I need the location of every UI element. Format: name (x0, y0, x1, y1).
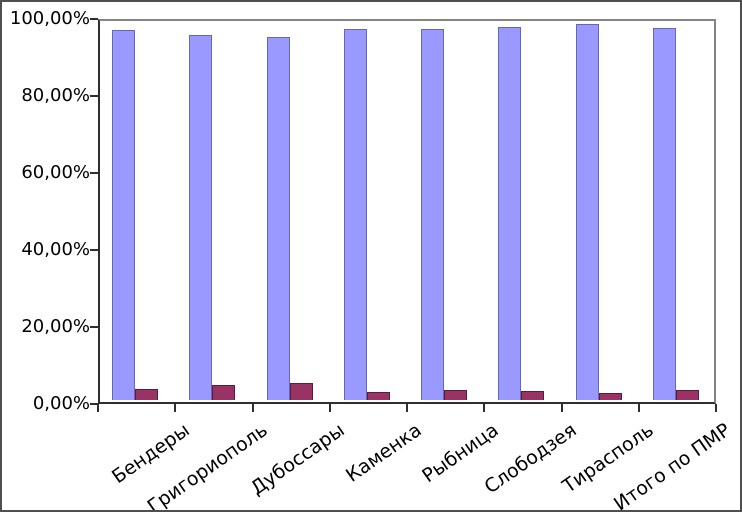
bar-series_2-7 (598, 393, 622, 400)
bar-series_1-7 (575, 24, 599, 400)
y-axis-tick-label: 100,00% (9, 8, 90, 29)
y-axis-tick-label: 40,00% (21, 239, 90, 260)
bar-group-4 (330, 15, 407, 400)
x-axis-tick-mark (483, 404, 486, 412)
x-axis-tick-mark (715, 404, 717, 412)
y-axis-tick-label: 0,00% (32, 393, 90, 414)
x-axis-tick-mark (560, 404, 563, 412)
x-axis-tick-mark (174, 404, 177, 412)
x-axis-tick-mark (406, 404, 408, 412)
y-axis-tick-mark (90, 249, 98, 251)
bar-series_2-8 (675, 389, 699, 400)
bar-series_1-5 (421, 29, 444, 400)
x-axis-tick-mark (328, 404, 331, 412)
y-axis-tick-mark (90, 95, 98, 97)
bar-series_2-2 (212, 385, 236, 400)
bar-group-7 (562, 15, 639, 400)
y-axis-tick-mark (90, 403, 98, 405)
y-axis-tick-mark (90, 172, 98, 174)
y-axis-tick-label: 60,00% (21, 162, 90, 183)
x-axis-tick-mark (637, 404, 640, 412)
bar-series_1-4 (343, 29, 367, 400)
y-axis-tick-label: 80,00% (21, 85, 90, 106)
bar-series_1-2 (189, 35, 213, 400)
bar-series_1-6 (498, 26, 522, 400)
bar-group-5 (407, 15, 484, 400)
x-axis-tick-mark (251, 404, 254, 412)
y-axis-tick-label: 20,00% (21, 316, 90, 337)
bar-group-6 (484, 15, 561, 400)
bar-series_2-6 (521, 390, 545, 400)
bar-series_1-8 (652, 28, 676, 400)
x-axis-category-label: Каменка (341, 419, 426, 487)
y-axis-tick-mark (90, 326, 98, 328)
y-axis-tick-mark (90, 18, 98, 20)
bar-series_2-4 (366, 391, 390, 400)
bar-group-8 (639, 15, 716, 400)
bar-series_1-3 (266, 37, 290, 400)
bar-series_2-5 (444, 390, 467, 400)
bar-series_2-1 (135, 388, 158, 400)
bar-group-1 (98, 15, 175, 400)
bar-series_1-1 (112, 30, 135, 400)
bar-group-2 (175, 15, 252, 400)
bar-group-3 (253, 15, 330, 400)
bar-series_2-3 (289, 383, 313, 400)
x-axis-tick-mark (97, 404, 99, 412)
